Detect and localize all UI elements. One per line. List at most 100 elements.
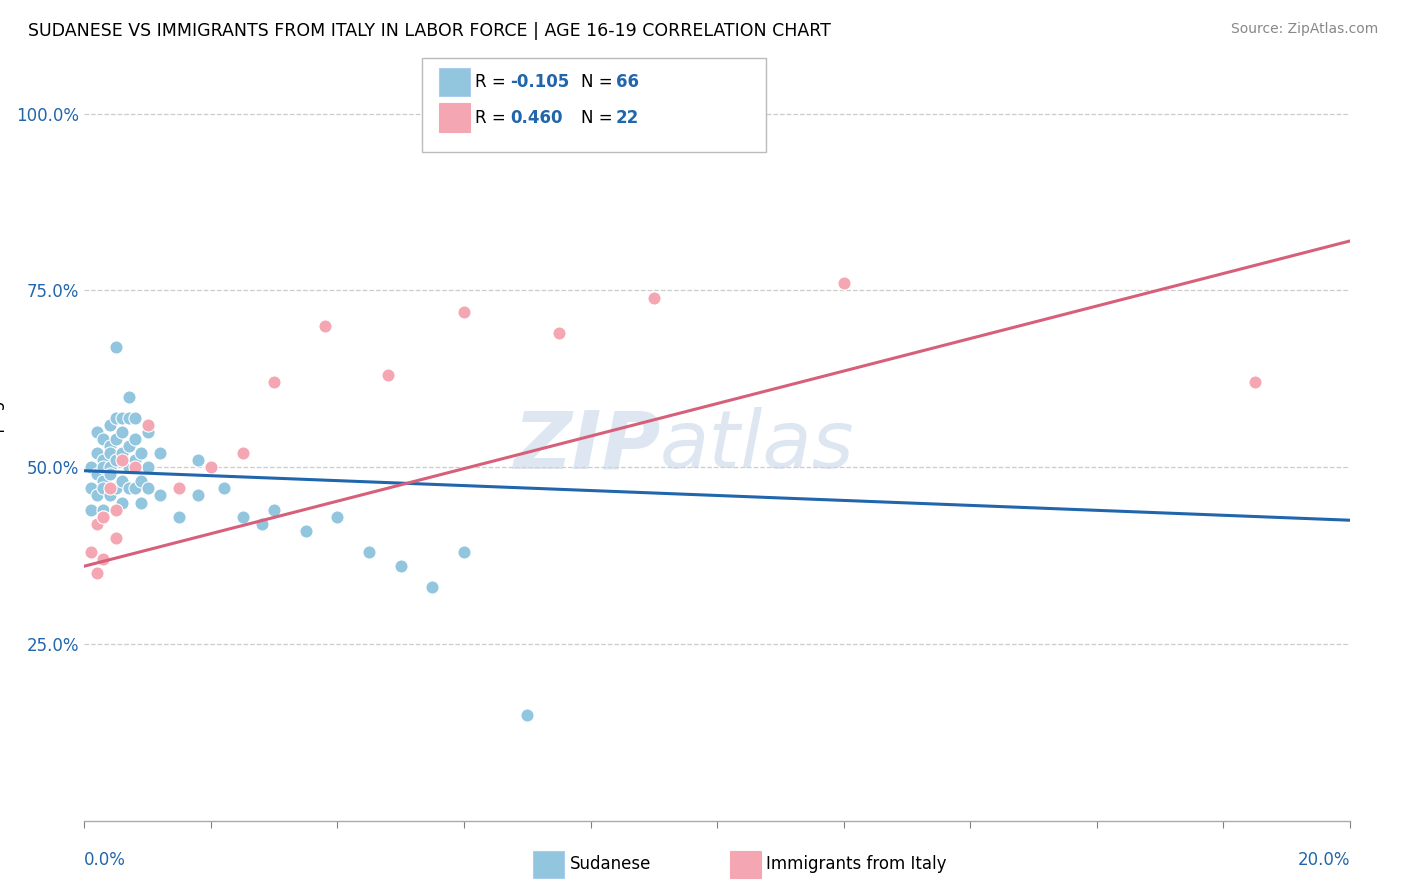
Point: [136, 417, 159, 432]
Point: [98, 417, 121, 432]
Text: -0.105: -0.105: [510, 73, 569, 91]
Point: [105, 482, 127, 496]
Point: [118, 482, 141, 496]
Point: [643, 291, 665, 305]
Point: [105, 410, 127, 425]
Point: [98, 488, 121, 502]
Point: [98, 446, 121, 460]
Point: [129, 446, 153, 460]
Text: ZIP: ZIP: [513, 407, 661, 485]
Point: [98, 439, 121, 453]
Point: [93, 502, 115, 516]
Point: [200, 460, 222, 475]
Point: [111, 453, 134, 467]
Point: [149, 446, 172, 460]
Text: 66: 66: [616, 73, 638, 91]
Point: [295, 524, 318, 538]
Point: [93, 453, 115, 467]
Point: [129, 495, 153, 509]
Y-axis label: In Labor Force | Age 16-19: In Labor Force | Age 16-19: [0, 336, 6, 556]
Point: [124, 460, 146, 475]
Point: [136, 425, 159, 439]
Text: 0.0%: 0.0%: [84, 851, 127, 869]
Point: [231, 446, 254, 460]
Point: [124, 453, 146, 467]
Point: [263, 502, 285, 516]
Point: [326, 509, 349, 524]
Point: [93, 482, 115, 496]
Point: [79, 502, 103, 516]
Point: [98, 467, 121, 482]
Point: [263, 376, 285, 390]
Point: [105, 432, 127, 446]
Point: [111, 475, 134, 489]
Point: [86, 516, 108, 531]
Point: [136, 460, 159, 475]
Point: [453, 545, 475, 559]
Point: [111, 425, 134, 439]
Text: 0.460: 0.460: [510, 109, 562, 127]
Point: [86, 488, 108, 502]
Point: [422, 580, 444, 594]
Point: [118, 390, 141, 404]
Text: R =: R =: [475, 109, 512, 127]
Text: 20.0%: 20.0%: [1298, 851, 1350, 869]
Point: [93, 509, 115, 524]
Point: [93, 509, 115, 524]
Text: 22: 22: [616, 109, 640, 127]
Point: [453, 304, 475, 318]
Point: [516, 707, 538, 722]
Point: [79, 482, 103, 496]
Point: [86, 446, 108, 460]
Text: N =: N =: [581, 73, 617, 91]
Text: atlas: atlas: [661, 407, 855, 485]
Point: [105, 531, 127, 545]
Point: [111, 495, 134, 509]
Point: [124, 410, 146, 425]
Point: [231, 509, 254, 524]
Point: [105, 502, 127, 516]
Point: [86, 425, 108, 439]
Point: [212, 482, 235, 496]
Point: [86, 467, 108, 482]
Point: [79, 460, 103, 475]
Text: SUDANESE VS IMMIGRANTS FROM ITALY IN LABOR FORCE | AGE 16-19 CORRELATION CHART: SUDANESE VS IMMIGRANTS FROM ITALY IN LAB…: [28, 22, 831, 40]
Point: [93, 460, 115, 475]
Point: [98, 482, 121, 496]
Point: [111, 446, 134, 460]
Point: [136, 482, 159, 496]
Point: [1243, 376, 1265, 390]
Point: [187, 488, 209, 502]
Point: [105, 453, 127, 467]
Point: [187, 453, 209, 467]
Point: [377, 368, 399, 383]
Point: [93, 432, 115, 446]
Text: Sudanese: Sudanese: [569, 855, 651, 873]
Point: [79, 545, 103, 559]
Point: [548, 326, 571, 340]
Point: [149, 488, 172, 502]
Text: N =: N =: [581, 109, 617, 127]
Point: [111, 410, 134, 425]
Point: [314, 318, 336, 333]
Point: [86, 516, 108, 531]
Point: [118, 460, 141, 475]
Point: [86, 566, 108, 581]
Point: [118, 439, 141, 453]
Point: [389, 559, 412, 574]
Point: [169, 482, 191, 496]
Point: [169, 509, 191, 524]
Point: [93, 475, 115, 489]
Point: [98, 460, 121, 475]
Point: [124, 482, 146, 496]
Point: [105, 502, 127, 516]
Point: [250, 516, 273, 531]
Point: [124, 432, 146, 446]
Point: [118, 410, 141, 425]
Point: [105, 340, 127, 354]
Point: [169, 482, 191, 496]
Point: [129, 475, 153, 489]
Text: Source: ZipAtlas.com: Source: ZipAtlas.com: [1230, 22, 1378, 37]
Point: [200, 460, 222, 475]
Text: Immigrants from Italy: Immigrants from Italy: [766, 855, 946, 873]
